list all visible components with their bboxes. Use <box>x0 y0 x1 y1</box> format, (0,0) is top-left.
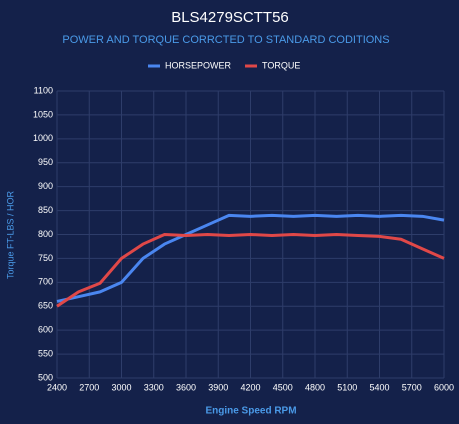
x-tick-label: 3000 <box>111 382 131 392</box>
x-tick-label: 5100 <box>337 382 357 392</box>
x-axis-label: Engine Speed RPM <box>205 406 296 417</box>
y-tick-label: 650 <box>38 301 53 311</box>
x-tick-label: 3900 <box>208 382 228 392</box>
y-tick-label: 850 <box>38 205 53 215</box>
y-tick-label: 950 <box>38 157 53 167</box>
series-line <box>56 213 445 303</box>
y-tick-label: 1000 <box>33 133 53 143</box>
y-tick-label: 500 <box>38 372 53 382</box>
x-tick-label: 2700 <box>79 382 99 392</box>
y-tick-label: 550 <box>38 348 53 358</box>
chart-subtitle: POWER AND TORQUE CORRCTED TO STANDARD CO… <box>62 34 389 46</box>
y-tick-label: 750 <box>38 253 53 263</box>
x-tick-label: 6000 <box>434 382 454 392</box>
y-tick-label: 700 <box>38 277 53 287</box>
x-tick-label: 4500 <box>273 382 293 392</box>
x-tick-label: 3600 <box>176 382 196 392</box>
x-tick-label: 3300 <box>144 382 164 392</box>
legend-label: HORSEPOWER <box>165 60 232 70</box>
y-tick-label: 900 <box>38 181 53 191</box>
legend-label: TORQUE <box>262 60 300 70</box>
y-tick-label: 600 <box>38 325 53 335</box>
x-tick-label: 5400 <box>369 382 389 392</box>
series-line <box>56 233 445 308</box>
x-tick-label: 5700 <box>402 382 422 392</box>
x-tick-label: 4200 <box>240 382 260 392</box>
y-axis-label: Torque FT-LBS / HOR <box>5 190 15 279</box>
chart-title: BLS4279SCTT56 <box>171 9 289 26</box>
x-tick-label: 4800 <box>305 382 325 392</box>
y-tick-label: 800 <box>38 229 53 239</box>
y-tick-label: 1050 <box>33 109 53 119</box>
x-tick-label: 2400 <box>47 382 67 392</box>
y-tick-label: 1100 <box>34 85 53 95</box>
